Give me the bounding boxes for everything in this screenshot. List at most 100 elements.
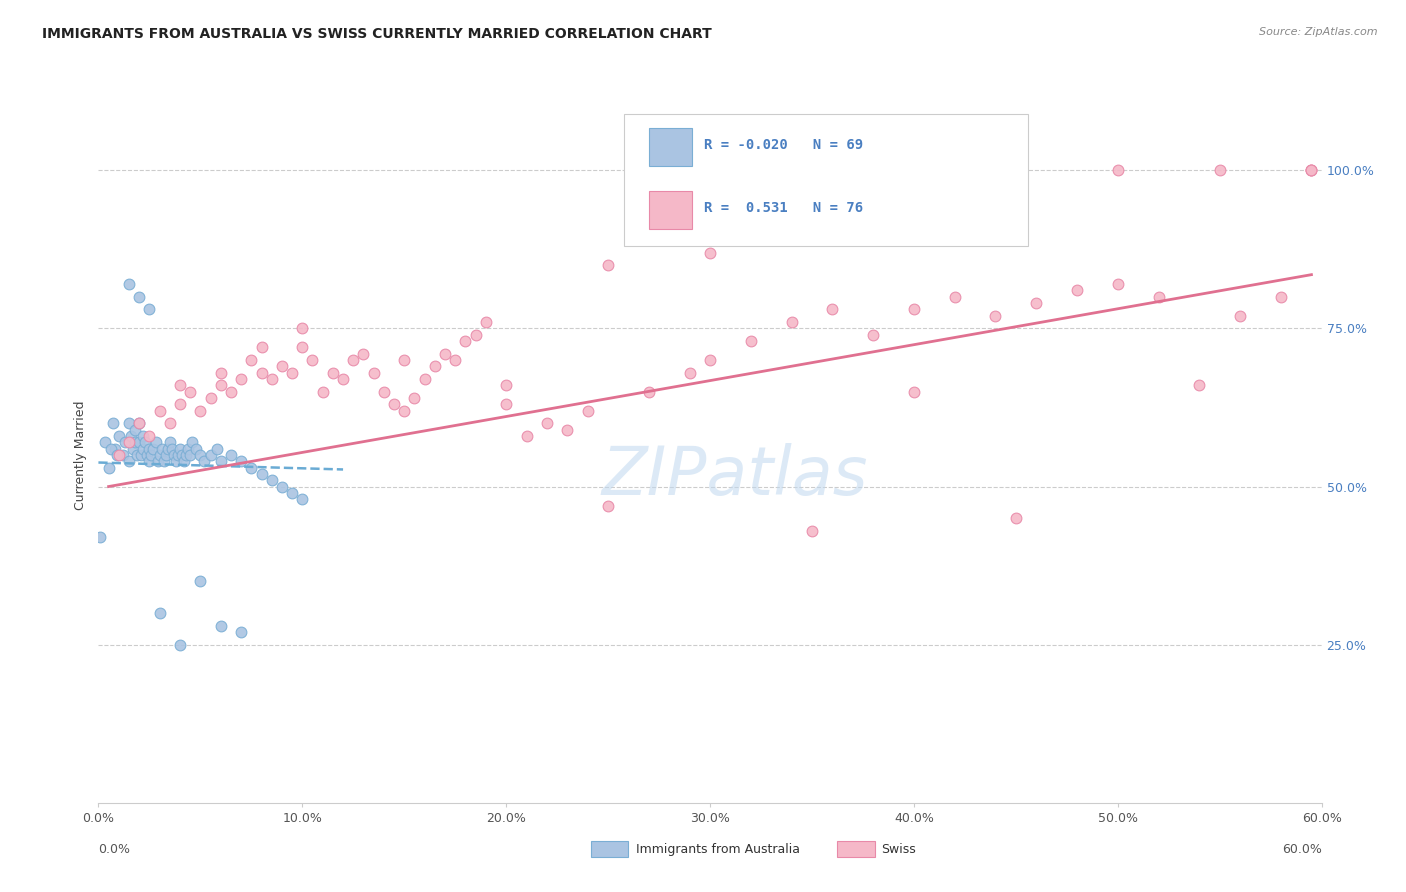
Point <box>149 448 172 462</box>
Point <box>638 384 661 399</box>
Point <box>270 479 294 493</box>
Point <box>165 454 187 468</box>
Text: R =  0.531   N = 76: R = 0.531 N = 76 <box>704 201 863 215</box>
Point <box>740 334 762 348</box>
Point <box>821 302 844 317</box>
Point <box>200 391 222 405</box>
Point <box>598 499 620 513</box>
Point <box>250 467 273 481</box>
Point <box>231 454 253 468</box>
Point <box>231 372 253 386</box>
Text: Source: ZipAtlas.com: Source: ZipAtlas.com <box>1260 27 1378 37</box>
Point <box>434 347 457 361</box>
Point <box>188 403 212 417</box>
Point <box>1107 277 1129 292</box>
Point <box>160 442 183 456</box>
Point <box>118 277 141 292</box>
Point <box>159 417 181 431</box>
Point <box>1147 290 1170 304</box>
Point <box>170 448 193 462</box>
Point <box>179 384 201 399</box>
Point <box>145 435 167 450</box>
Point <box>108 429 131 443</box>
Point <box>495 378 517 392</box>
Point <box>188 574 212 589</box>
Point <box>142 442 165 456</box>
Point <box>118 417 141 431</box>
Text: 0.0%: 0.0% <box>98 843 131 856</box>
Point <box>169 397 191 411</box>
Point <box>93 435 115 450</box>
Point <box>149 403 172 417</box>
Point <box>495 397 517 411</box>
Point <box>352 347 374 361</box>
Point <box>127 448 149 462</box>
Point <box>1209 163 1232 178</box>
Point <box>1188 378 1211 392</box>
Point <box>332 372 354 386</box>
Point <box>101 417 124 431</box>
Point <box>474 315 498 329</box>
Point <box>118 435 141 450</box>
Point <box>260 473 283 487</box>
Point <box>219 384 242 399</box>
Text: Immigrants from Australia: Immigrants from Australia <box>636 843 800 855</box>
Point <box>1107 163 1129 178</box>
Text: IMMIGRANTS FROM AUSTRALIA VS SWISS CURRENTLY MARRIED CORRELATION CHART: IMMIGRANTS FROM AUSTRALIA VS SWISS CURRE… <box>42 27 711 41</box>
Point <box>1066 284 1088 298</box>
Point <box>576 403 599 417</box>
Point <box>1301 163 1323 178</box>
Point <box>342 353 364 368</box>
Point <box>679 366 702 380</box>
Point <box>862 327 884 342</box>
Point <box>363 366 385 380</box>
Point <box>699 245 721 260</box>
Point <box>177 442 200 456</box>
Point <box>373 384 395 399</box>
Point <box>281 366 304 380</box>
Point <box>138 429 160 443</box>
Bar <box>650 191 692 229</box>
Point <box>943 290 966 304</box>
Point <box>159 435 181 450</box>
Point <box>231 625 253 640</box>
Point <box>124 435 146 450</box>
Point <box>104 442 127 456</box>
Point <box>536 417 558 431</box>
Point <box>392 403 416 417</box>
Point <box>240 460 263 475</box>
Point <box>1301 163 1323 178</box>
Point <box>138 442 160 456</box>
Point <box>423 359 446 374</box>
Point <box>516 429 538 443</box>
Point <box>141 448 163 462</box>
Point <box>209 454 232 468</box>
Point <box>124 423 146 437</box>
Point <box>699 353 721 368</box>
Point <box>200 448 222 462</box>
Point <box>118 454 141 468</box>
Point <box>156 442 179 456</box>
Point <box>120 429 142 443</box>
Point <box>174 448 197 462</box>
Point <box>122 442 145 456</box>
Point <box>454 334 477 348</box>
Point <box>1301 163 1323 178</box>
Point <box>128 417 150 431</box>
Point <box>270 359 294 374</box>
Point <box>188 448 212 462</box>
Point <box>169 378 191 392</box>
Point <box>169 638 191 652</box>
Point <box>205 442 228 456</box>
Point <box>219 448 242 462</box>
Point <box>312 384 335 399</box>
Point <box>163 448 186 462</box>
Point <box>128 290 150 304</box>
Point <box>1004 511 1026 525</box>
Point <box>114 435 136 450</box>
Point <box>413 372 436 386</box>
Point <box>155 448 177 462</box>
Point <box>281 486 304 500</box>
Point <box>152 454 174 468</box>
Point <box>146 454 169 468</box>
